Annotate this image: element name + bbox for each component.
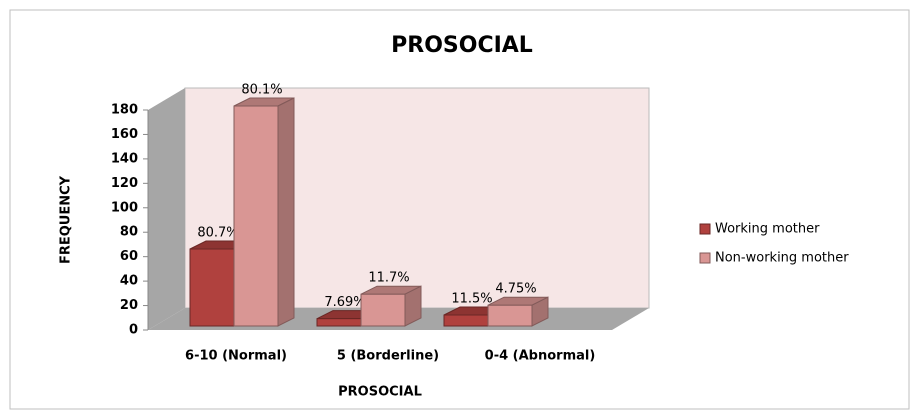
- bar-front: [316, 318, 362, 327]
- data-label: 11.7%: [368, 271, 409, 286]
- x-tick-label: 0-4 (Abnormal): [485, 349, 596, 364]
- legend-label: Non-working mother: [715, 251, 849, 266]
- y-tick-label: 20: [120, 298, 138, 313]
- bar-front: [443, 314, 489, 327]
- y-tick-label: 40: [120, 274, 138, 289]
- data-label: 4.75%: [495, 282, 536, 297]
- y-tick-label: 120: [111, 176, 138, 191]
- y-tick-label: 100: [111, 200, 138, 215]
- data-label: 11.5%: [451, 292, 492, 307]
- data-label: 7.69%: [324, 295, 365, 310]
- x-tick-label: 6-10 (Normal): [185, 349, 287, 364]
- bar-front: [233, 105, 279, 327]
- bar-front: [487, 304, 533, 327]
- y-tick-label: 180: [111, 103, 138, 118]
- legend-swatch: [699, 252, 711, 264]
- y-axis-title: FREQUENCY: [59, 175, 74, 264]
- y-tick-label: 80: [120, 225, 138, 240]
- bar-front: [360, 293, 406, 327]
- bar: [233, 97, 295, 327]
- y-tick-label: 0: [129, 323, 138, 338]
- x-axis-title: PROSOCIAL: [338, 385, 422, 400]
- x-tick-label: 5 (Borderline): [337, 349, 439, 364]
- data-label: 80.7%: [197, 226, 238, 241]
- y-tick-label: 60: [120, 249, 138, 264]
- bar: [360, 285, 422, 327]
- y-tick-label: 140: [111, 151, 138, 166]
- data-label: 80.1%: [241, 83, 282, 98]
- bar-side: [277, 97, 295, 327]
- legend-swatch: [699, 223, 711, 235]
- bar: [487, 296, 549, 327]
- legend-label: Working mother: [715, 222, 820, 237]
- side-wall: [148, 88, 185, 330]
- y-tick-label: 160: [111, 127, 138, 142]
- bar-front: [189, 248, 235, 327]
- chart-title: PROSOCIAL: [391, 33, 533, 58]
